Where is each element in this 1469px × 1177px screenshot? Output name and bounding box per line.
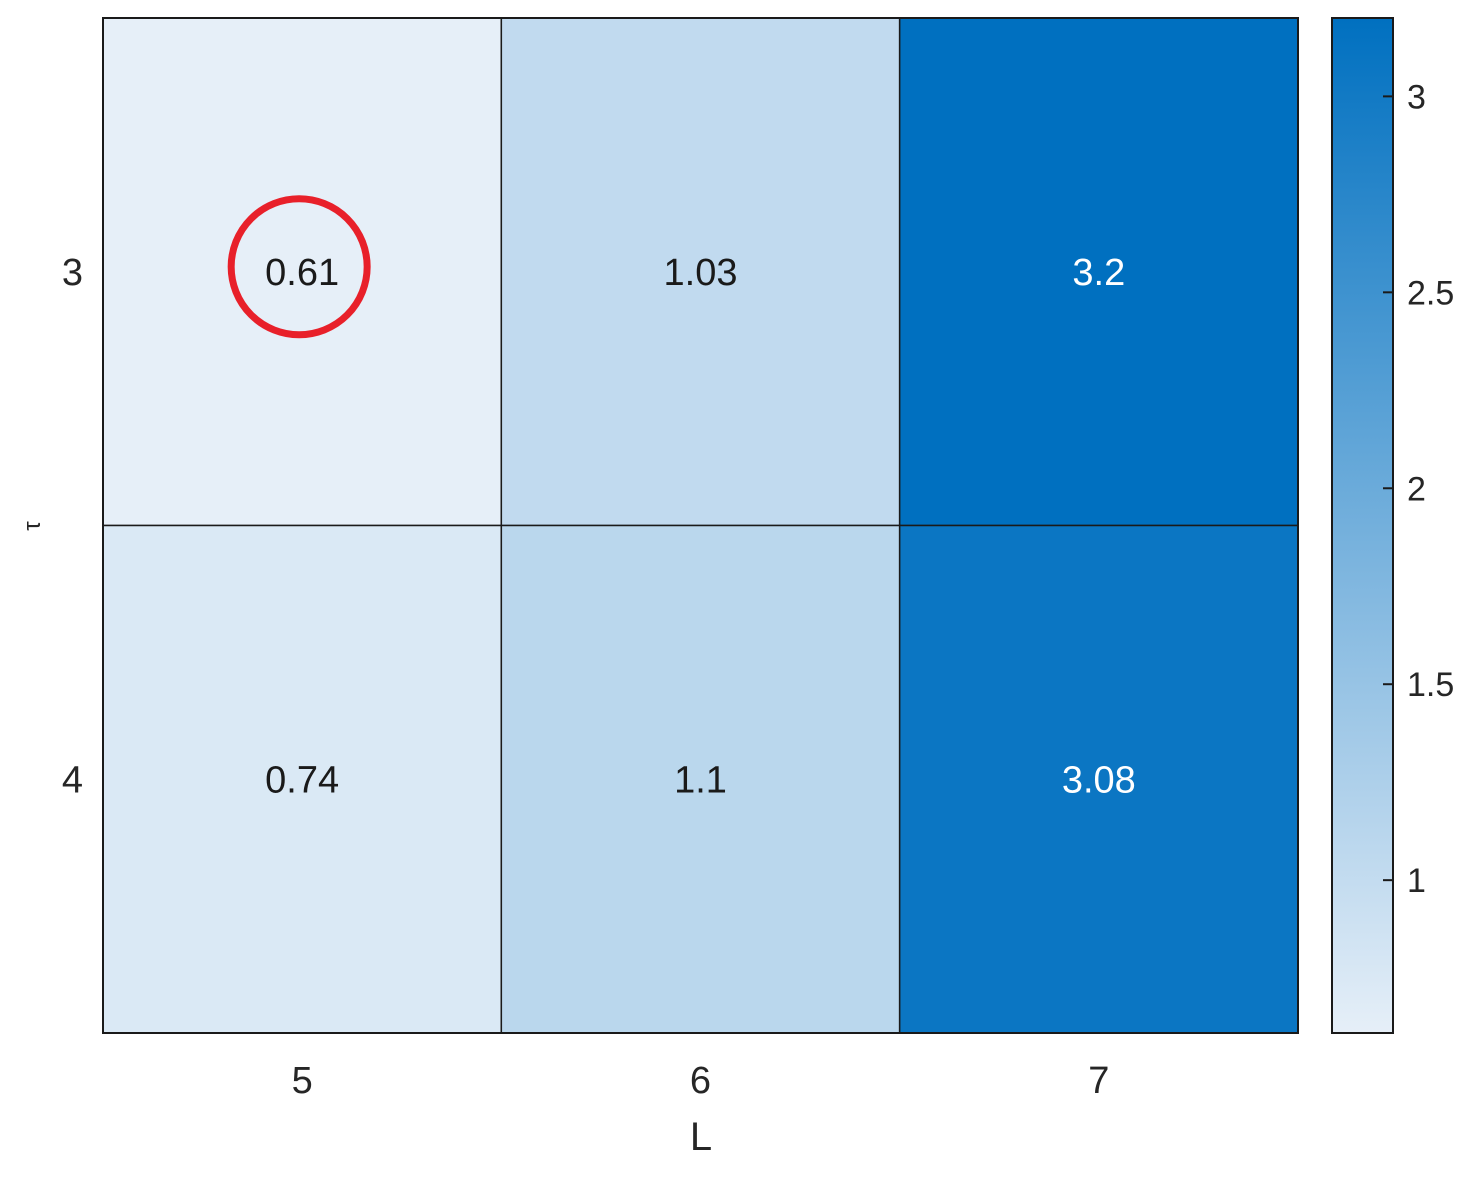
- y-tick-label: 4: [62, 759, 83, 801]
- cell-value-label: 0.74: [265, 759, 339, 801]
- colorbar-tick-label: 2.5: [1407, 274, 1454, 312]
- x-axis-title: L: [690, 1115, 712, 1159]
- heatmap-cells: [102, 17, 1299, 1034]
- cell-value-label: 1.03: [664, 252, 738, 294]
- colorbar-tick-label: 3: [1407, 78, 1426, 116]
- heatmap-cell-r1-c2: [898, 524, 1299, 1034]
- cell-value-label: 0.61: [265, 252, 339, 294]
- plot-frame: [102, 17, 1299, 1034]
- colorbar-gradient: [1331, 17, 1394, 1034]
- heatmap-cell-r1-c0: [102, 524, 503, 1034]
- highlight-circle: [227, 195, 371, 339]
- colorbar-tick-label: 1.5: [1407, 666, 1454, 704]
- cell-value-labels: 0.61 1.03 3.2 0.74 1.1 3.08: [265, 252, 1136, 802]
- colorbar-tick-label: 2: [1407, 470, 1426, 508]
- axes: 5 6 7 3 4: [62, 17, 1299, 1102]
- cell-value-label: 3.08: [1062, 759, 1136, 801]
- y-tick-label: 3: [62, 252, 83, 294]
- x-tick-label: 6: [690, 1060, 711, 1102]
- heatmap-cell-r0-c1: [500, 17, 901, 527]
- heatmap-cell-r1-c1: [500, 524, 901, 1034]
- heatmap-cell-r0-c0: [102, 17, 503, 527]
- cell-value-label: 3.2: [1072, 252, 1125, 294]
- colorbar: 1 1.5 2 2.5 3: [1331, 17, 1454, 1034]
- highlight-layer: [227, 195, 371, 339]
- x-tick-label: 7: [1088, 1060, 1109, 1102]
- colorbar-tick-label: 1: [1407, 862, 1426, 900]
- x-tick-label: 5: [292, 1060, 313, 1102]
- cell-value-label: 1.1: [674, 759, 727, 801]
- y-axis-title: τ: [19, 521, 46, 531]
